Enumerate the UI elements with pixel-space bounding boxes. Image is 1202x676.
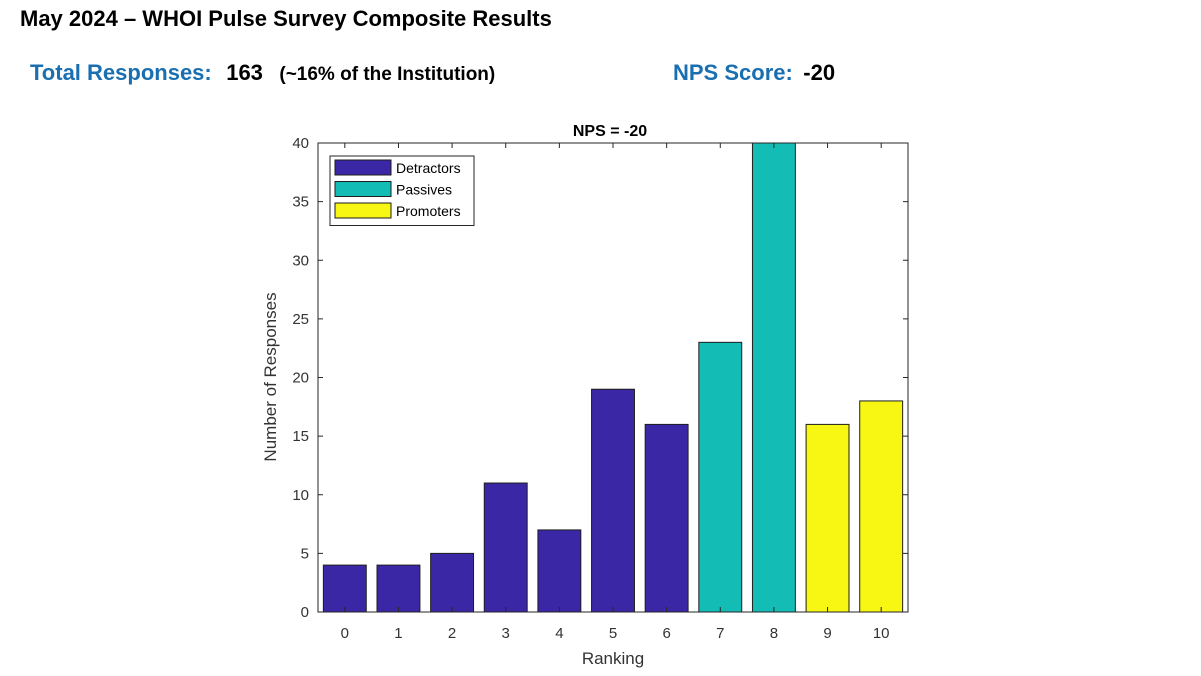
x-tick-label: 3 xyxy=(502,625,510,642)
nps-score-stat: NPS Score: -20 xyxy=(673,60,835,86)
y-tick-label: 15 xyxy=(292,428,309,445)
bars-layer xyxy=(322,142,904,613)
bar-5 xyxy=(591,388,635,613)
total-responses-note: (~16% of the Institution) xyxy=(279,64,496,85)
legend-swatch-detractors xyxy=(334,159,392,176)
bar-3 xyxy=(483,482,528,613)
total-responses-stat: Total Responses: 163 (~16% of the Instit… xyxy=(30,60,495,86)
legend-label-promoters: Promoters xyxy=(396,203,461,219)
x-axis-label: Ranking xyxy=(582,649,644,668)
x-tick-label: 1 xyxy=(394,625,402,642)
legend-label-detractors: Detractors xyxy=(396,160,461,176)
y-tick-label: 25 xyxy=(292,311,309,328)
y-tick-label: 40 xyxy=(292,135,309,152)
y-tick-label: 35 xyxy=(292,194,309,211)
x-tick-label: 4 xyxy=(555,625,563,642)
legend-swatch-passives xyxy=(334,181,392,197)
x-tick-label: 8 xyxy=(770,625,778,642)
bar-4 xyxy=(537,529,582,613)
total-responses-label: Total Responses: xyxy=(30,60,212,85)
chart-legend: Detractors Passives Promoters xyxy=(329,155,475,226)
y-tick-label: 20 xyxy=(292,370,309,387)
x-tick-label: 2 xyxy=(448,625,456,642)
x-tick-label: 9 xyxy=(823,625,831,642)
legend-swatch-promoters xyxy=(334,202,392,219)
bar-9 xyxy=(805,423,850,613)
bar-0 xyxy=(322,564,367,613)
total-responses-value: 163 xyxy=(226,60,263,85)
y-tick-label: 0 xyxy=(301,604,309,621)
x-tick-label: 10 xyxy=(873,625,890,642)
legend-label-passives: Passives xyxy=(396,182,452,198)
nps-score-value: -20 xyxy=(803,60,836,85)
bar-7 xyxy=(698,341,743,613)
y-tick-label: 5 xyxy=(301,545,309,562)
bar-8 xyxy=(751,142,796,613)
x-tick-label: 5 xyxy=(609,625,617,642)
y-axis-label: Number of Responses xyxy=(261,292,280,461)
bar-6 xyxy=(644,423,689,613)
slide-title: May 2024 – WHOI Pulse Survey Composite R… xyxy=(20,6,552,31)
y-tick-label: 10 xyxy=(292,487,309,504)
x-tick-label: 6 xyxy=(662,625,670,642)
chart-title: NPS = -20 xyxy=(573,123,647,140)
x-tick-label: 7 xyxy=(716,625,724,642)
x-tick-label: 0 xyxy=(341,625,349,642)
bar-2 xyxy=(430,552,475,613)
bar-1 xyxy=(376,564,421,613)
nps-score-label: NPS Score: xyxy=(673,60,793,85)
bar-10 xyxy=(859,400,904,613)
ticks-layer: 0 1 2 3 4 5 6 7 8 9 10 0 5 10 15 20 25 30 35 40 xyxy=(292,135,908,642)
y-tick-label: 30 xyxy=(292,252,309,269)
